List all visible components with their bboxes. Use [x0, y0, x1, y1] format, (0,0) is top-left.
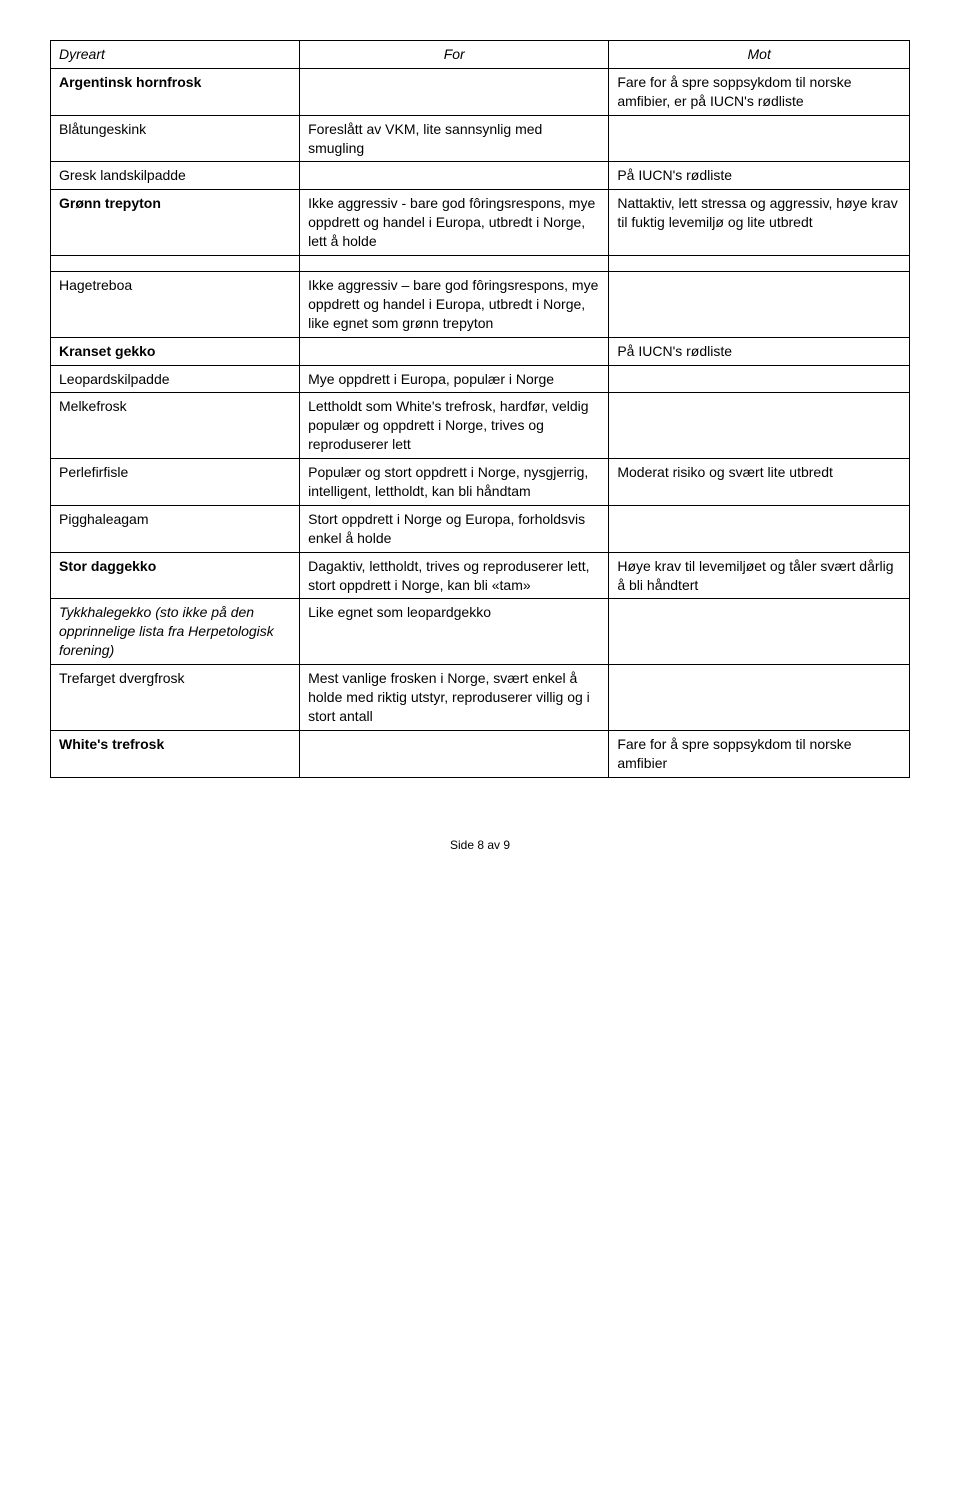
cell-for: Populær og stort oppdrett i Norge, nysgj…	[300, 459, 609, 506]
cell-species: White's trefrosk	[51, 730, 300, 777]
table-row: Argentinsk hornfrosk Fare for å spre sopp…	[51, 68, 910, 115]
cell-for	[300, 730, 609, 777]
cell-against	[609, 599, 910, 665]
cell-species: Hagetreboa	[51, 272, 300, 338]
cell-against	[609, 393, 910, 459]
table-row: Stor daggekkoDagaktiv, lettholdt, trives…	[51, 552, 910, 599]
cell-for: Dagaktiv, lettholdt, trives og reproduse…	[300, 552, 609, 599]
page-footer: Side 8 av 9	[50, 838, 910, 852]
table-row: Trefarget dvergfroskMest vanlige frosken…	[51, 665, 910, 731]
table-row: HagetreboaIkke aggressiv – bare god fôri…	[51, 272, 910, 338]
cell-for	[300, 68, 609, 115]
cell-against: Fare for å spre soppsykdom til norske am…	[609, 68, 910, 115]
cell-species: Kranset gekko	[51, 337, 300, 365]
cell-for	[300, 337, 609, 365]
cell-species: Blåtungeskink	[51, 115, 300, 162]
cell-for: Mest vanlige frosken i Norge, svært enke…	[300, 665, 609, 731]
cell-species: Argentinsk hornfrosk	[51, 68, 300, 115]
species-table: Dyreart For Mot Argentinsk hornfrosk Fare…	[50, 40, 910, 778]
cell-against: Moderat risiko og svært lite utbredt	[609, 459, 910, 506]
section-gap	[51, 256, 910, 272]
cell-for: Ikke aggressiv – bare god fôringsrespons…	[300, 272, 609, 338]
table-row: Grønn trepytonIkke aggressiv - bare god …	[51, 190, 910, 256]
header-for: For	[300, 41, 609, 69]
cell-against: Nattaktiv, lett stressa og aggressiv, hø…	[609, 190, 910, 256]
cell-species: Melkefrosk	[51, 393, 300, 459]
cell-species: Stor daggekko	[51, 552, 300, 599]
table-row: MelkefroskLettholdt som White's trefrosk…	[51, 393, 910, 459]
cell-species: Gresk landskilpadde	[51, 162, 300, 190]
cell-against	[609, 665, 910, 731]
table-row: Kranset gekko På IUCN's rødliste	[51, 337, 910, 365]
table-row: PigghaleagamStort oppdrett i Norge og Eu…	[51, 505, 910, 552]
cell-for: Like egnet som leopardgekko	[300, 599, 609, 665]
header-against: Mot	[609, 41, 910, 69]
cell-species: Tykkhalegekko (sto ikke på den opprinnel…	[51, 599, 300, 665]
cell-against: Høye krav til levemiljøet og tåler svært…	[609, 552, 910, 599]
cell-species: Perlefirfisle	[51, 459, 300, 506]
cell-for	[300, 162, 609, 190]
table-row: LeopardskilpaddeMye oppdrett i Europa, p…	[51, 365, 910, 393]
cell-for: Mye oppdrett i Europa, populær i Norge	[300, 365, 609, 393]
cell-for: Ikke aggressiv - bare god fôringsrespons…	[300, 190, 609, 256]
cell-species: Pigghaleagam	[51, 505, 300, 552]
cell-against: På IUCN's rødliste	[609, 337, 910, 365]
table-row: Tykkhalegekko (sto ikke på den opprinnel…	[51, 599, 910, 665]
table-row: Gresk landskilpadde På IUCN's rødliste	[51, 162, 910, 190]
cell-species: Grønn trepyton	[51, 190, 300, 256]
table-row: BlåtungeskinkForeslått av VKM, lite sann…	[51, 115, 910, 162]
header-species: Dyreart	[51, 41, 300, 69]
cell-for: Lettholdt som White's trefrosk, hardfør,…	[300, 393, 609, 459]
table-row: White's trefrosk Fare for å spre soppsykd…	[51, 730, 910, 777]
cell-for: Foreslått av VKM, lite sannsynlig med sm…	[300, 115, 609, 162]
cell-against: Fare for å spre soppsykdom til norske am…	[609, 730, 910, 777]
cell-against	[609, 272, 910, 338]
header-row: Dyreart For Mot	[51, 41, 910, 69]
cell-for: Stort oppdrett i Norge og Europa, forhol…	[300, 505, 609, 552]
cell-against	[609, 365, 910, 393]
table-row: PerlefirfislePopulær og stort oppdrett i…	[51, 459, 910, 506]
cell-against: På IUCN's rødliste	[609, 162, 910, 190]
cell-species: Trefarget dvergfrosk	[51, 665, 300, 731]
cell-against	[609, 115, 910, 162]
cell-against	[609, 505, 910, 552]
cell-species: Leopardskilpadde	[51, 365, 300, 393]
